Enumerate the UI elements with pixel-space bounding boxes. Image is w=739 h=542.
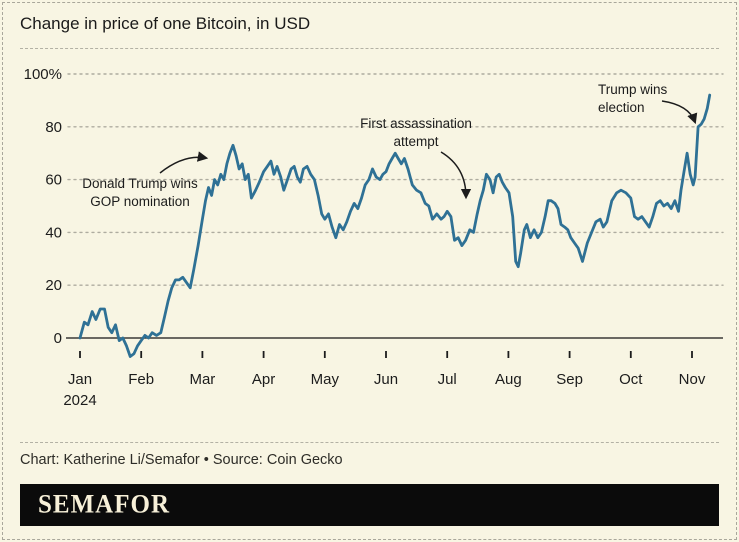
x-axis-label: Mar (189, 371, 215, 388)
y-axis-label: 80 (45, 119, 62, 136)
annotations: Donald Trump wins GOP nomination First ass… (82, 82, 698, 209)
x-axis-label: Jun (374, 371, 398, 388)
chart-credit: Chart: Katherine Li/Semafor • Source: Co… (20, 452, 343, 468)
x-axis-label: Sep (556, 371, 583, 388)
x-axis-label: Feb (128, 371, 154, 388)
x-axis-label: Jul (438, 371, 457, 388)
y-axis-label: 0 (54, 330, 62, 347)
annotation-gop-text: Donald Trump wins (82, 176, 198, 191)
x-axis-label: Jan (68, 371, 92, 388)
annotation-assassination-text: First assassination (360, 116, 472, 131)
annotation-election-text: Trump wins (598, 82, 668, 97)
bitcoin-price-series (78, 93, 712, 358)
annotation-gop-text: GOP nomination (90, 194, 190, 209)
annotation-assassination-text: attempt (393, 134, 438, 149)
title-separator (20, 48, 719, 49)
axis-labels: 0 20 40 60 80 100% Jan 2024 Feb Mar Apr May Jun Jul Au… (24, 66, 706, 409)
semafor-logo: SEMAFOR (38, 490, 170, 519)
page-title: Change in price of one Bitcoin, in USD (20, 14, 311, 33)
gridlines (66, 73, 724, 339)
annotation-election-text: election (598, 100, 645, 115)
y-axis-label: 20 (45, 277, 62, 294)
y-axis-label: 60 (45, 172, 62, 189)
x-axis-label: Oct (619, 371, 643, 388)
annotation-gop-arrow (159, 151, 209, 174)
annotation-election-arrow (661, 100, 698, 125)
semafor-logo-bar: SEMAFOR (20, 484, 719, 526)
x-axis-label: Nov (679, 371, 706, 388)
x-axis-label: May (311, 371, 340, 388)
annotation-assassination-arrow (440, 151, 472, 200)
footer-separator (20, 442, 719, 443)
x-axis-label: Aug (495, 371, 522, 388)
year-label: 2024 (63, 392, 96, 409)
price-line (78, 93, 712, 358)
x-axis-label: Apr (252, 371, 275, 388)
y-axis-label: 40 (45, 224, 62, 241)
y-axis-label: 100% (24, 66, 62, 83)
